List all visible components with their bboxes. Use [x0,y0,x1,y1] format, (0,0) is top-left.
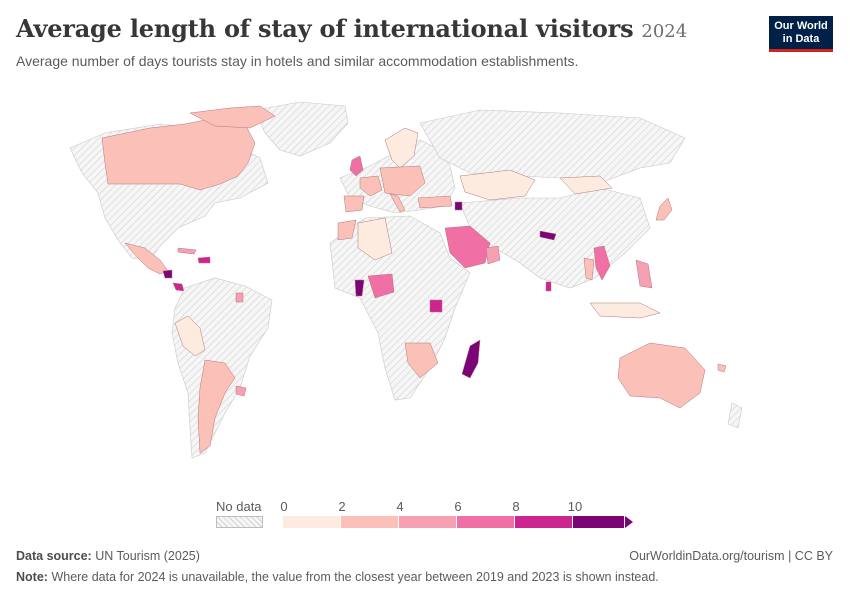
legend-bin-2-4[interactable] [341,516,399,528]
country-mongolia[interactable] [559,175,613,195]
country-uk[interactable] [349,155,364,177]
legend-tick-6: 6 [454,499,462,514]
country-vietnam[interactable] [593,245,611,281]
country-nepal[interactable] [539,230,557,241]
country-dominican-rep[interactable] [197,256,211,264]
country-spain[interactable] [343,195,365,213]
legend-tick-10: 10 [567,499,583,514]
legend-tick-4: 4 [396,499,404,514]
country-uruguay[interactable] [235,385,247,397]
footnote: Note: Where data for 2024 is unavailable… [16,570,659,584]
world-map[interactable] [0,88,850,488]
country-russia[interactable] [419,109,686,184]
legend-tick-8: 8 [512,499,520,514]
country-madagascar[interactable] [461,339,481,379]
country-kazakhstan[interactable] [459,169,536,201]
country-new-zealand[interactable] [727,402,743,429]
country-southern-africa[interactable] [404,342,439,379]
country-central-europe[interactable] [379,165,426,197]
legend-arrow-icon [625,516,633,528]
footnote-text: Where data for 2024 is unavailable, the … [51,570,659,584]
country-algeria[interactable] [357,217,393,261]
legend-tick-2: 2 [338,499,346,514]
country-italy[interactable] [389,193,406,213]
chart-header: Average length of stay of international … [16,14,687,43]
country-saudi-arabia[interactable] [444,225,491,269]
legend-bin-8-10[interactable] [515,516,573,528]
footnote-label: Note: [16,570,48,584]
source-url-link[interactable]: OurWorldinData.org/tourism | CC BY [629,549,833,563]
country-guatemala[interactable] [162,269,173,279]
country-france[interactable] [359,175,383,197]
country-oman[interactable] [485,245,501,265]
country-morocco[interactable] [337,219,357,241]
country-canada-arctic[interactable] [189,105,276,129]
country-costa-rica[interactable] [172,282,185,292]
country-turkey[interactable] [417,195,453,209]
country-guyana[interactable] [235,292,244,303]
country-azerbaijan[interactable] [454,201,463,211]
country-uganda[interactable] [429,299,443,313]
legend-bin-0-2[interactable] [283,516,341,528]
country-thailand[interactable] [583,257,595,281]
legend-nodata-label: No data [216,499,262,514]
country-canada[interactable] [101,117,256,191]
country-peru[interactable] [174,315,206,357]
data-source-label: Data source: [16,549,92,563]
legend-color-scale [283,516,633,528]
logo-line-1: Our World [774,20,828,32]
country-japan[interactable] [655,197,673,221]
country-new-caledonia[interactable] [717,363,727,373]
chart-title: Average length of stay of international … [16,14,634,43]
legend-bin-6-8[interactable] [457,516,515,528]
country-argentina[interactable] [197,359,236,454]
legend-nodata-swatch [216,516,263,528]
legend-tick-0: 0 [280,499,288,514]
chart-year: 2024 [641,21,688,42]
chart-subtitle: Average number of days tourists stay in … [16,53,579,69]
country-ghana[interactable] [354,279,365,297]
owid-logo[interactable]: Our World in Data [769,16,833,52]
country-indonesia[interactable] [589,302,661,319]
country-nigeria[interactable] [367,273,395,299]
country-sri-lanka[interactable] [545,281,552,292]
legend-bin-10-plus[interactable] [573,516,625,528]
country-africa-nodata[interactable] [329,215,471,401]
country-philippines[interactable] [635,259,653,289]
data-source-value: UN Tourism (2025) [95,549,200,563]
country-cuba[interactable] [177,247,197,255]
country-asia-nodata[interactable] [459,187,651,289]
country-greenland[interactable] [254,101,349,157]
data-source: Data source: UN Tourism (2025) [16,549,200,563]
country-scandinavia[interactable] [384,127,419,169]
country-australia[interactable] [617,342,706,409]
logo-line-2: in Data [782,33,820,45]
legend-bin-4-6[interactable] [399,516,457,528]
